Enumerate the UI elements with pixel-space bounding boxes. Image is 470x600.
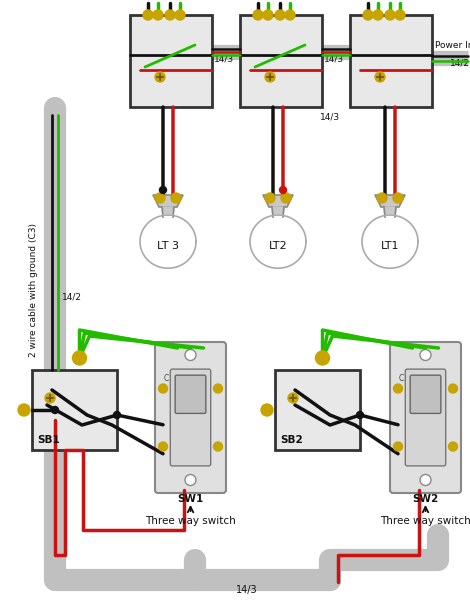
Circle shape bbox=[153, 10, 163, 20]
Circle shape bbox=[265, 193, 275, 203]
Circle shape bbox=[159, 187, 166, 193]
Circle shape bbox=[155, 72, 165, 82]
Circle shape bbox=[373, 10, 383, 20]
Text: SW1: SW1 bbox=[177, 494, 204, 504]
Text: C: C bbox=[164, 374, 169, 383]
Circle shape bbox=[448, 442, 457, 451]
FancyBboxPatch shape bbox=[390, 342, 461, 493]
Circle shape bbox=[185, 349, 196, 361]
Circle shape bbox=[420, 475, 431, 485]
Circle shape bbox=[175, 10, 185, 20]
Text: SB1: SB1 bbox=[37, 435, 60, 445]
Polygon shape bbox=[362, 215, 418, 268]
Text: 14/3: 14/3 bbox=[324, 55, 344, 64]
Circle shape bbox=[45, 393, 55, 403]
Polygon shape bbox=[272, 207, 284, 217]
Text: 14/3: 14/3 bbox=[214, 55, 234, 64]
FancyBboxPatch shape bbox=[350, 15, 432, 107]
Text: 14/2: 14/2 bbox=[450, 59, 470, 68]
Circle shape bbox=[52, 407, 58, 413]
Text: 2 wire cable with ground (C3): 2 wire cable with ground (C3) bbox=[30, 223, 39, 357]
Circle shape bbox=[158, 384, 167, 393]
Circle shape bbox=[420, 349, 431, 361]
FancyBboxPatch shape bbox=[32, 370, 117, 450]
Circle shape bbox=[280, 187, 287, 193]
Polygon shape bbox=[140, 215, 196, 268]
Circle shape bbox=[143, 10, 153, 20]
Text: C: C bbox=[399, 374, 404, 383]
Polygon shape bbox=[375, 195, 405, 207]
Text: SW2: SW2 bbox=[412, 494, 439, 504]
Polygon shape bbox=[250, 215, 306, 268]
Text: Three way switch: Three way switch bbox=[145, 516, 236, 526]
FancyBboxPatch shape bbox=[405, 369, 446, 466]
Text: LT 3: LT 3 bbox=[157, 241, 179, 251]
Circle shape bbox=[393, 193, 403, 203]
Text: LT1: LT1 bbox=[381, 241, 399, 251]
Circle shape bbox=[288, 393, 298, 403]
FancyBboxPatch shape bbox=[175, 375, 206, 413]
Text: 14/3: 14/3 bbox=[236, 585, 258, 595]
Circle shape bbox=[285, 10, 295, 20]
FancyBboxPatch shape bbox=[410, 375, 441, 413]
FancyBboxPatch shape bbox=[130, 15, 212, 107]
Text: Three way switch: Three way switch bbox=[380, 516, 470, 526]
Circle shape bbox=[315, 351, 329, 365]
Text: 14/2: 14/2 bbox=[62, 293, 82, 302]
Circle shape bbox=[72, 351, 86, 365]
Text: SB2: SB2 bbox=[280, 435, 303, 445]
Circle shape bbox=[357, 412, 363, 419]
Circle shape bbox=[171, 193, 181, 203]
Circle shape bbox=[281, 193, 291, 203]
Text: 14/3: 14/3 bbox=[320, 113, 340, 122]
Circle shape bbox=[377, 193, 387, 203]
Circle shape bbox=[263, 10, 273, 20]
Circle shape bbox=[275, 10, 285, 20]
Text: Power In: Power In bbox=[435, 41, 470, 50]
Circle shape bbox=[155, 193, 165, 203]
Circle shape bbox=[363, 10, 373, 20]
Circle shape bbox=[395, 10, 405, 20]
Circle shape bbox=[113, 412, 120, 419]
Circle shape bbox=[158, 442, 167, 451]
Circle shape bbox=[375, 72, 385, 82]
Circle shape bbox=[18, 404, 30, 416]
Circle shape bbox=[393, 384, 402, 393]
Circle shape bbox=[213, 384, 222, 393]
Circle shape bbox=[185, 475, 196, 485]
Circle shape bbox=[265, 72, 275, 82]
Polygon shape bbox=[153, 195, 183, 207]
FancyBboxPatch shape bbox=[275, 370, 360, 450]
Circle shape bbox=[261, 404, 273, 416]
Circle shape bbox=[393, 442, 402, 451]
FancyBboxPatch shape bbox=[170, 369, 211, 466]
Circle shape bbox=[165, 10, 175, 20]
Polygon shape bbox=[263, 195, 293, 207]
Circle shape bbox=[448, 384, 457, 393]
Circle shape bbox=[253, 10, 263, 20]
Polygon shape bbox=[384, 207, 396, 217]
Polygon shape bbox=[162, 207, 174, 217]
FancyBboxPatch shape bbox=[240, 15, 322, 107]
Circle shape bbox=[213, 442, 222, 451]
Circle shape bbox=[385, 10, 395, 20]
FancyBboxPatch shape bbox=[155, 342, 226, 493]
Text: LT2: LT2 bbox=[269, 241, 287, 251]
